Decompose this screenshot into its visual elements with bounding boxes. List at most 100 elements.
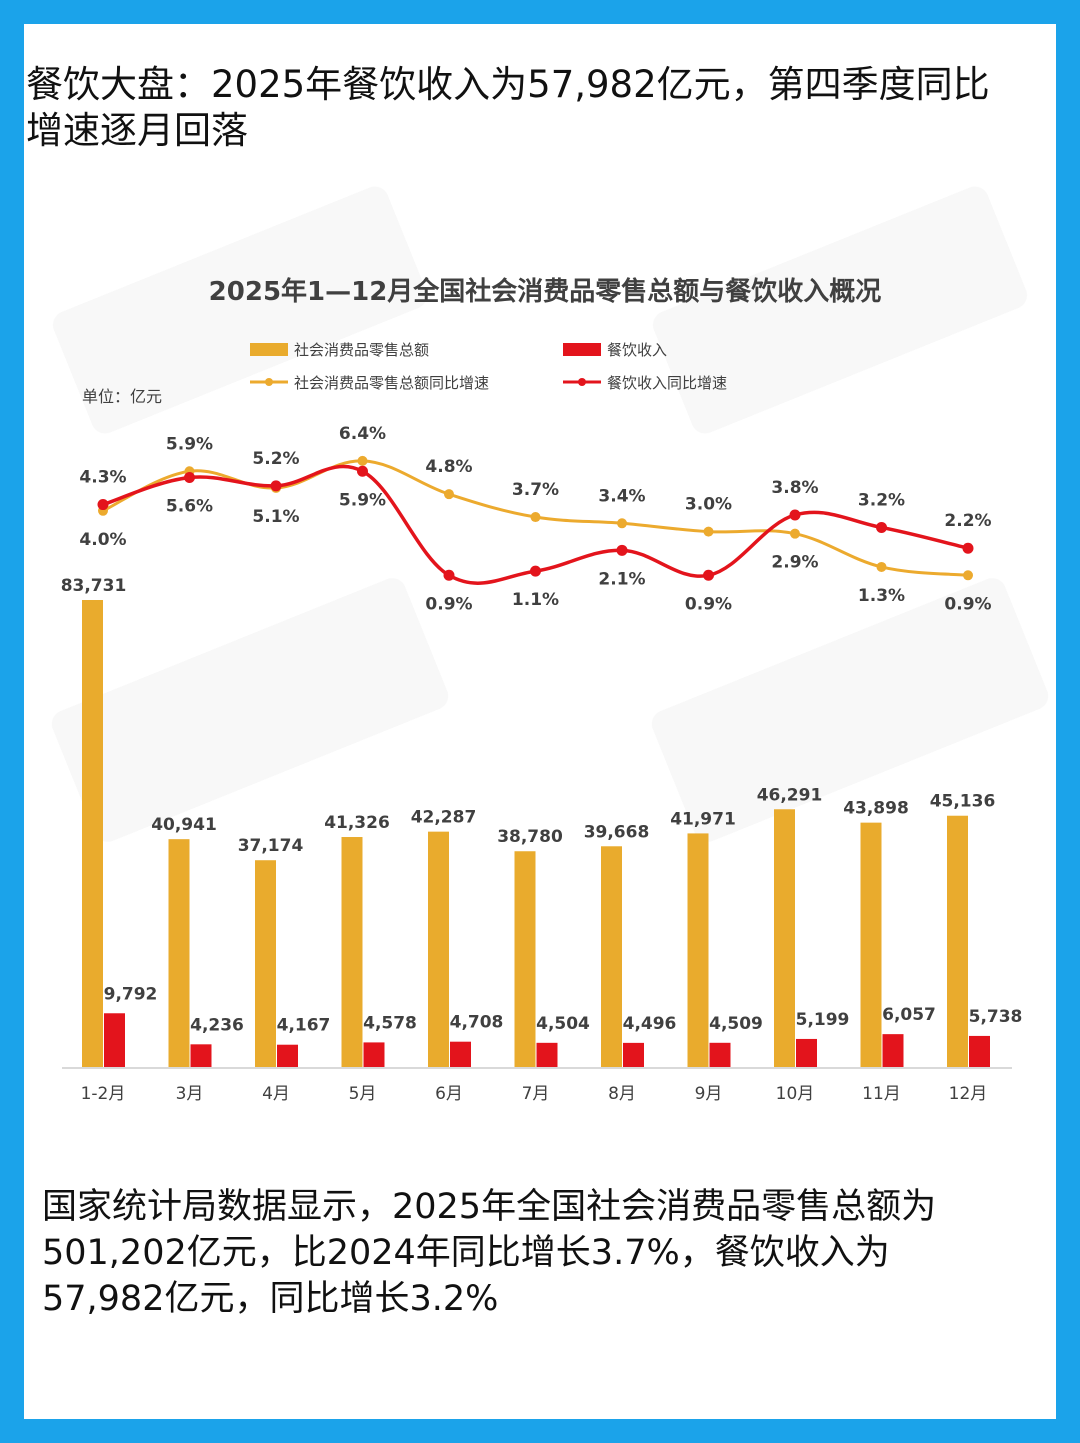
- bar-label-catering: 4,509: [709, 1014, 763, 1034]
- bar-catering: [363, 1042, 385, 1068]
- pct-label-catering: 3.8%: [771, 478, 818, 498]
- pct-label-retail: 3.0%: [685, 495, 732, 515]
- x-tick-label: 8月: [608, 1084, 636, 1104]
- footer-text: 国家统计局数据显示，2025年全国社会消费品零售总额为501,202亿元，比20…: [42, 1187, 937, 1319]
- watermark-box: [51, 578, 449, 842]
- point-retail-growth: [617, 518, 627, 529]
- watermark-box: [651, 578, 1049, 842]
- legend-marker-catering-growth: [578, 378, 586, 386]
- legend-label-catering-growth: 餐饮收入同比增速: [607, 374, 727, 392]
- point-retail-growth: [963, 570, 973, 581]
- bar-catering: [882, 1034, 904, 1068]
- legend-swatch-catering: [563, 343, 601, 356]
- legend-label-catering: 餐饮收入: [607, 341, 667, 359]
- point-retail-growth: [444, 489, 454, 500]
- legend-swatch-retail: [250, 343, 288, 356]
- bar-catering: [969, 1035, 990, 1068]
- bar-catering: [796, 1038, 817, 1068]
- pct-label-retail: 3.7%: [512, 480, 559, 500]
- watermark-group: [51, 186, 1049, 842]
- legend-label-retail-growth: 社会消费品零售总额同比增速: [294, 374, 489, 392]
- bar-label-retail: 41,326: [324, 813, 390, 833]
- pct-label-retail: 6.4%: [339, 424, 386, 444]
- bar-label-retail: 83,731: [61, 576, 127, 596]
- legend: 社会消费品零售总额 餐饮收入 社会消费品零售总额同比增速 餐饮收入同比增速: [250, 341, 727, 392]
- legend-marker-retail-growth: [265, 378, 273, 386]
- point-retail-growth: [876, 561, 887, 572]
- pct-label-catering: 5.6%: [166, 497, 213, 517]
- bar-label-retail: 45,136: [930, 792, 996, 812]
- bar-label-retail: 40,941: [151, 815, 217, 835]
- x-tick-label: 5月: [349, 1084, 377, 1104]
- bar-label-catering: 4,236: [190, 1015, 244, 1035]
- bar-retail: [860, 822, 882, 1068]
- bar-label-retail: 42,287: [411, 808, 477, 828]
- point-retail-growth: [703, 526, 714, 537]
- point-catering-growth: [616, 544, 628, 556]
- point-catering-growth: [357, 465, 368, 477]
- unit-label: 单位：亿元: [82, 387, 162, 406]
- bar-label-catering: 4,708: [450, 1013, 504, 1033]
- bar-catering: [450, 1041, 471, 1068]
- x-tick-label: 1-2月: [81, 1084, 126, 1104]
- bar-label-retail: 38,780: [497, 827, 563, 847]
- point-catering-growth: [703, 569, 714, 581]
- pct-label-retail: 4.0%: [79, 530, 126, 550]
- x-tick-label: 3月: [176, 1084, 204, 1104]
- bar-label-catering: 9,792: [104, 984, 158, 1004]
- bar-label-catering: 6,057: [882, 1005, 936, 1025]
- x-tick-label: 12月: [949, 1084, 988, 1104]
- pct-label-retail: 4.8%: [425, 457, 472, 477]
- bar-retail: [514, 851, 536, 1068]
- bars-group: 83,731 9,792 40,941 4,236 37,174 4,167 41,326 4…: [61, 576, 1023, 1068]
- bar-catering: [104, 1013, 125, 1068]
- bar-label-catering: 5,199: [796, 1010, 850, 1030]
- content-card: [24, 24, 1056, 1419]
- pct-label-catering: 0.9%: [685, 594, 732, 614]
- bar-label-retail: 46,291: [757, 785, 823, 805]
- point-catering-growth: [184, 472, 195, 484]
- bar-label-catering: 4,578: [363, 1013, 417, 1033]
- pct-label-catering: 1.1%: [512, 590, 559, 610]
- pct-label-catering: 2.2%: [944, 511, 991, 531]
- pct-label-catering: 3.2%: [858, 490, 905, 510]
- pct-label-retail: 0.9%: [944, 594, 991, 614]
- point-catering-growth: [530, 565, 541, 577]
- point-catering-growth: [270, 480, 282, 492]
- pct-label-retail: 1.3%: [858, 586, 905, 606]
- bar-retail: [947, 815, 968, 1068]
- point-catering-growth: [876, 521, 887, 533]
- x-tick-label: 6月: [435, 1084, 463, 1104]
- bar-label-retail: 43,898: [843, 799, 909, 819]
- bar-label-catering: 4,167: [277, 1016, 331, 1036]
- pct-label-catering: 5.2%: [252, 449, 299, 469]
- bar-retail: [774, 809, 795, 1068]
- bar-label-catering: 4,504: [536, 1014, 590, 1034]
- bar-label-catering: 5,738: [969, 1007, 1023, 1027]
- point-retail-growth: [530, 512, 541, 523]
- x-tick-label: 11月: [862, 1084, 901, 1104]
- bar-retail: [601, 846, 622, 1068]
- bar-retail: [341, 837, 363, 1068]
- bar-retail: [687, 833, 709, 1068]
- pct-label-retail: 2.9%: [771, 553, 818, 573]
- bar-catering: [277, 1044, 298, 1068]
- bar-retail: [255, 860, 276, 1068]
- chart-title: 2025年1—12月全国社会消费品零售总额与餐饮收入概况: [209, 276, 882, 307]
- bar-catering: [190, 1044, 212, 1068]
- pct-label-catering: 0.9%: [425, 594, 472, 614]
- pct-label-catering: 5.9%: [339, 490, 386, 510]
- bar-label-catering: 4,496: [623, 1014, 677, 1034]
- point-retail-growth: [357, 455, 368, 466]
- point-catering-growth: [97, 499, 109, 511]
- bar-catering: [623, 1042, 644, 1068]
- bar-label-retail: 41,971: [670, 809, 736, 829]
- pct-label-retail: 5.9%: [166, 434, 213, 454]
- x-tick-label: 4月: [262, 1084, 290, 1104]
- legend-label-retail: 社会消费品零售总额: [294, 341, 429, 359]
- point-catering-growth: [443, 569, 455, 581]
- watermark-box: [52, 186, 428, 434]
- bar-retail: [82, 600, 103, 1068]
- bar-catering: [709, 1042, 731, 1068]
